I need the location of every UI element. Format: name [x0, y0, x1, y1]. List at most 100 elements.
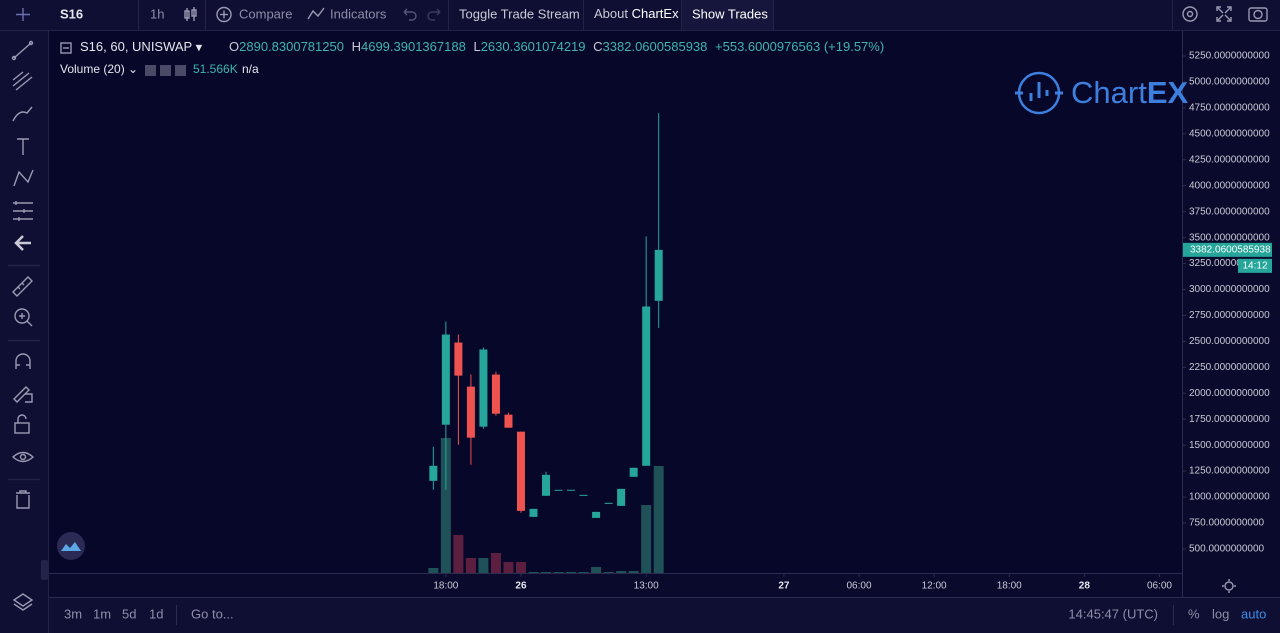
collapse-legend-icon[interactable]	[60, 42, 72, 54]
y-tick-label: 1500.0000000000	[1189, 440, 1270, 451]
interval[interactable]: 1h	[150, 6, 164, 21]
range-button[interactable]: 5d	[122, 606, 136, 621]
candle-body	[592, 511, 601, 518]
range-buttons: 3m 1m 5d 1d	[64, 606, 163, 621]
candle-body	[454, 342, 463, 376]
show-trades[interactable]: Show Trades	[692, 6, 768, 21]
separators	[138, 0, 1173, 30]
range-button[interactable]: 3m	[64, 606, 82, 621]
clock: 14:45:47 (UTC)	[1068, 606, 1158, 621]
volume-bar	[440, 438, 451, 573]
auto-toggle[interactable]: auto	[1241, 606, 1266, 621]
logo-ex: EX	[1147, 75, 1189, 110]
y-tick-label: 3500.0000000000	[1189, 232, 1270, 243]
volume-bar	[616, 571, 627, 573]
volume-bar	[553, 572, 564, 573]
x-tick-label: 12:00	[922, 581, 947, 592]
countdown-tag	[1238, 258, 1272, 273]
about-prefix: About	[594, 6, 628, 21]
y-tick-label: 2500.0000000000	[1189, 336, 1270, 347]
candle-body	[579, 494, 588, 496]
x-tick-label: 27	[778, 581, 790, 592]
volume-bar	[641, 505, 652, 573]
bottom-bar	[49, 598, 1280, 633]
drawing-tools[interactable]	[8, 8, 40, 611]
ohlc-legend: O2890.8300781250 H4699.3901367188 L2630.…	[229, 39, 884, 54]
candle-body	[466, 386, 475, 438]
redo[interactable]	[427, 8, 441, 21]
volume-legend: Volume (20) ⌄	[60, 62, 138, 76]
y-tick-label: 3000.0000000000	[1189, 284, 1270, 295]
y-tick-label: 4500.0000000000	[1189, 128, 1270, 139]
volume-bar	[578, 572, 589, 573]
indicators-button[interactable]: Indicators	[330, 6, 387, 21]
indicators-icon[interactable]	[307, 7, 325, 20]
axis-settings-icon[interactable]	[1222, 579, 1236, 593]
settings-icon[interactable]	[1182, 6, 1198, 22]
candle-body	[654, 249, 663, 301]
volume-bar	[528, 572, 539, 573]
symbol[interactable]: S16	[60, 6, 83, 21]
about-chartex[interactable]: About ChartEx	[594, 6, 679, 21]
goto[interactable]: Go to...	[191, 606, 234, 621]
screenshot-icon[interactable]	[1248, 7, 1268, 22]
y-tick-label: 2250.0000000000	[1189, 362, 1270, 373]
chart-style-icon[interactable]	[184, 7, 197, 21]
y-tick-label: 2000.0000000000	[1189, 388, 1270, 399]
data-window-icon	[61, 542, 81, 551]
y-tick-label: 3750.0000000000	[1189, 206, 1270, 217]
candle-body	[504, 414, 513, 428]
last-price-label: 3382.0600585938	[1190, 244, 1271, 255]
x-tick-label: 13:00	[634, 581, 659, 592]
compare-icon[interactable]	[216, 6, 232, 23]
volume-bar	[503, 562, 514, 573]
candle-body	[604, 502, 613, 504]
c-label: C	[593, 39, 602, 54]
volume-bar	[653, 466, 664, 573]
plot: 500.0000000000 750.0000000000 1000.0000000…	[428, 51, 1272, 592]
percent-toggle[interactable]: %	[1188, 606, 1200, 621]
y-tick-label: 4750.0000000000	[1189, 103, 1270, 114]
volume-value: 51.566K	[193, 62, 238, 76]
volume-bar	[541, 572, 552, 573]
range-button[interactable]: 1d	[149, 606, 163, 621]
y-tick-label: 3250.0000000000	[1189, 258, 1270, 269]
about-brand: ChartEx	[632, 6, 679, 21]
y-tick-label: 5000.0000000000	[1189, 77, 1270, 88]
candle-body	[617, 488, 626, 506]
candle-body	[542, 474, 551, 496]
volume-na: n/a	[242, 62, 259, 76]
y-tick-label: 5250.0000000000	[1189, 51, 1270, 62]
candle-body	[554, 489, 563, 491]
l-value: 2630.3601074219	[481, 39, 586, 54]
l-label: L	[473, 39, 480, 54]
candle-body	[429, 465, 438, 481]
undo[interactable]	[403, 8, 417, 21]
fullscreen-icon[interactable]	[1216, 6, 1232, 22]
collapse-handle[interactable]	[41, 560, 48, 580]
x-tick-label: 18:00	[997, 581, 1022, 592]
y-tick-label: 1750.0000000000	[1189, 414, 1270, 425]
left-toolbar	[0, 31, 48, 633]
last-price-tag	[1183, 242, 1272, 257]
log-toggle[interactable]: log	[1212, 606, 1229, 621]
x-tick-label: 18:00	[433, 581, 458, 592]
volume-bar	[465, 558, 476, 573]
volume-title: Volume (20)	[60, 62, 125, 76]
candle-body	[567, 489, 576, 491]
volume-controls[interactable]	[145, 65, 186, 76]
h-label: H	[352, 39, 361, 54]
toggle-trade-stream[interactable]: Toggle Trade Stream	[459, 6, 580, 21]
volume-bar	[566, 572, 577, 573]
range-button[interactable]: 1m	[93, 606, 111, 621]
volume-bar	[490, 553, 501, 573]
x-tick-label: 26	[515, 581, 527, 592]
countdown: 14:12	[1242, 260, 1267, 271]
volume-bar	[515, 562, 526, 573]
data-window-button[interactable]	[57, 532, 85, 560]
c-value: 3382.0600585938	[603, 39, 708, 54]
y-tick-label: 1000.0000000000	[1189, 492, 1270, 503]
compare-button[interactable]: Compare	[239, 6, 292, 21]
candle-body	[529, 508, 538, 517]
volume-bar	[478, 558, 489, 573]
